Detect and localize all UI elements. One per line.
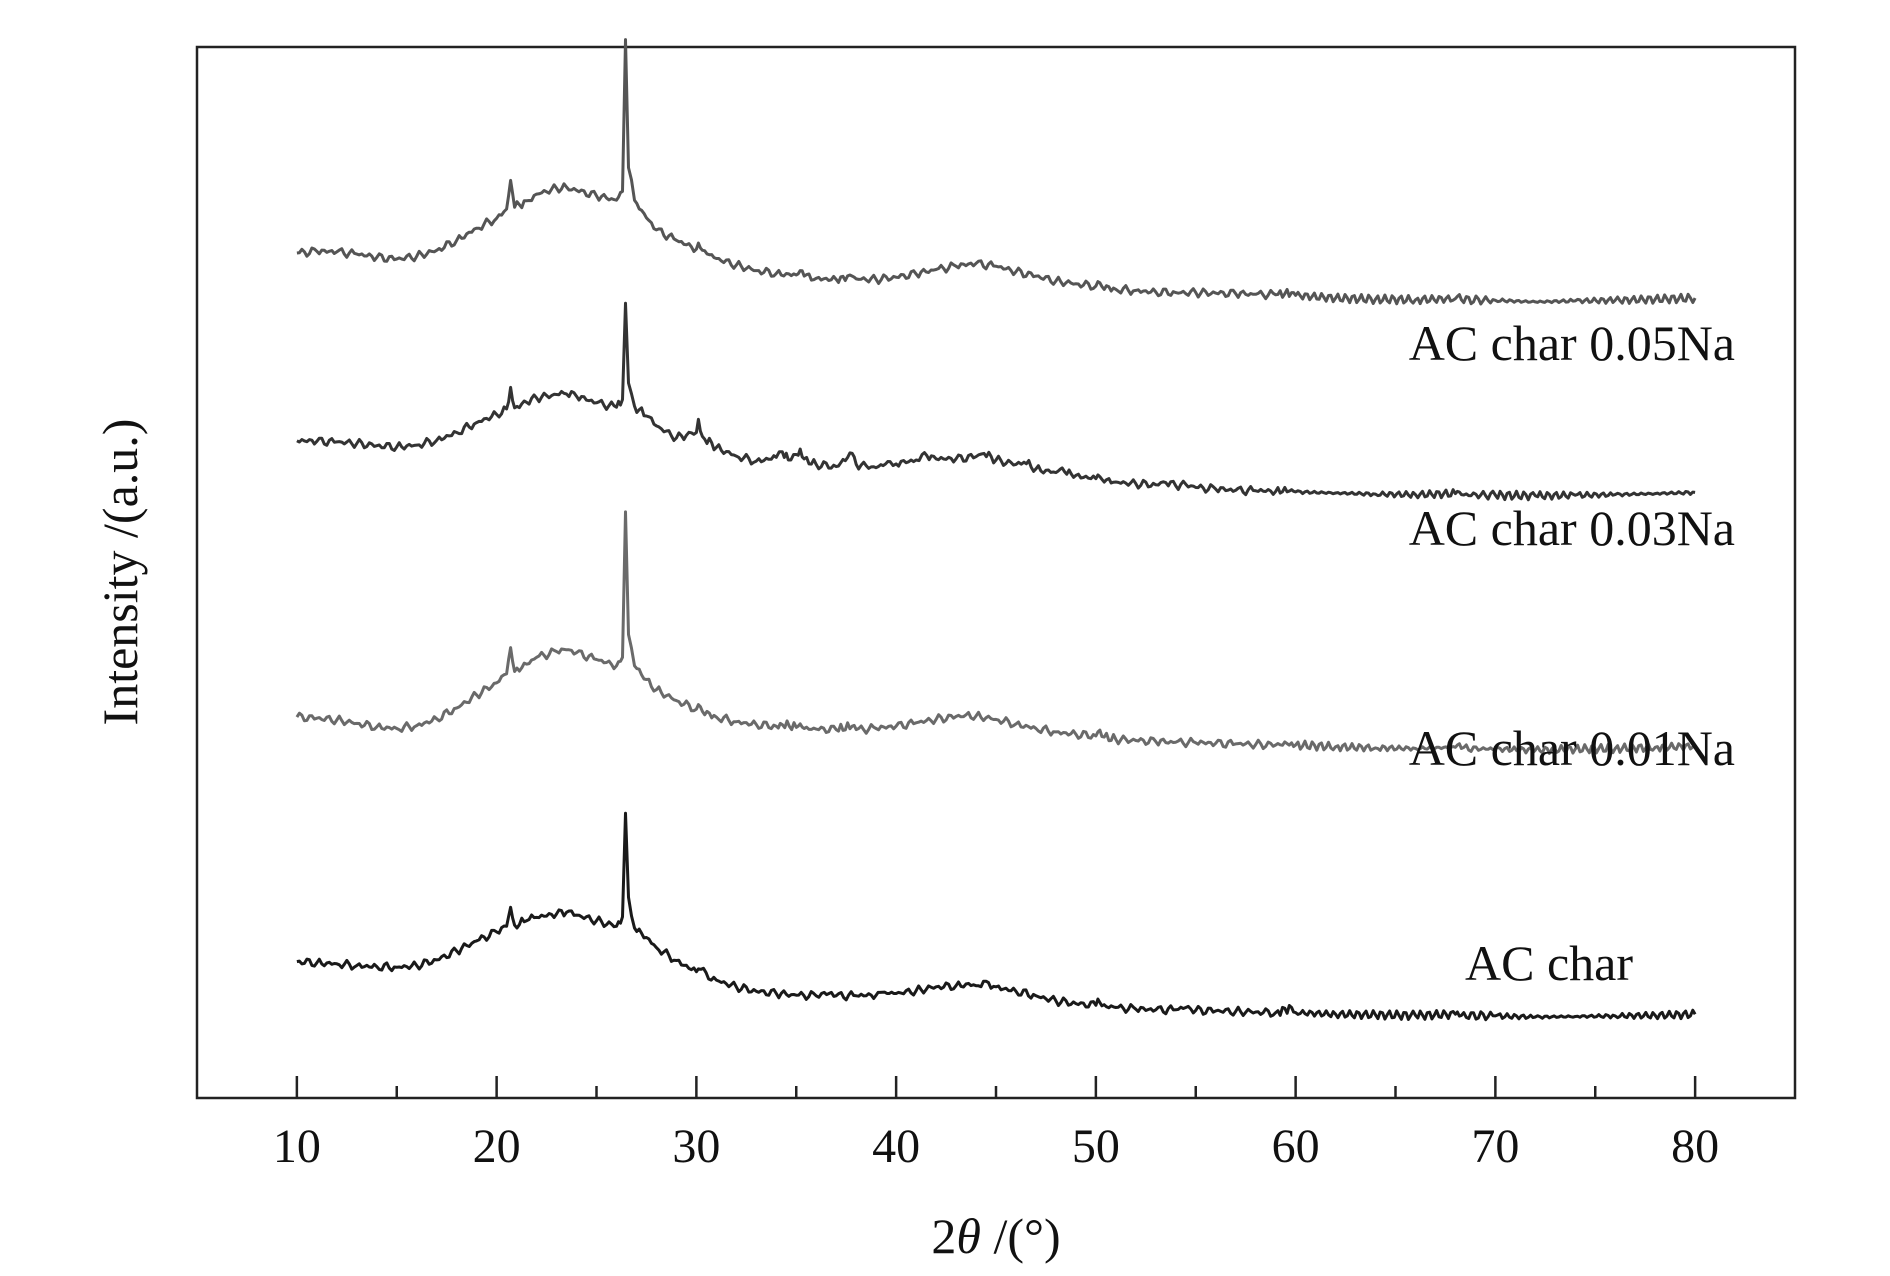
series-line [296, 38, 1697, 306]
series-line [295, 510, 1696, 755]
series-label: AC char 0.01Na [1409, 720, 1735, 776]
x-axis-title-symbol: θ [956, 1208, 981, 1264]
x-tick-label: 30 [672, 1120, 720, 1173]
x-tick-label: 50 [1072, 1120, 1120, 1173]
x-tick-label: 40 [872, 1120, 920, 1173]
y-axis-title: Intensity /(a.u.) [92, 419, 148, 726]
x-axis-title-prefix: 2 [931, 1208, 956, 1264]
x-tick-label: 70 [1471, 1120, 1519, 1173]
x-axis-ticks: 10 20 30 40 50 60 70 80 [273, 1076, 1719, 1173]
series-label: AC char 0.03Na [1409, 500, 1735, 556]
series-layer [295, 38, 1697, 1022]
series-line [296, 811, 1697, 1022]
x-tick-label: 80 [1671, 1120, 1719, 1173]
x-axis-title: 2θ /(°) [931, 1208, 1060, 1264]
series-label: AC char [1465, 935, 1633, 991]
series-label: AC char 0.05Na [1409, 315, 1735, 371]
series-line [296, 301, 1696, 502]
x-tick-label: 20 [473, 1120, 521, 1173]
x-axis-title-suffix: /(°) [981, 1208, 1061, 1264]
series-labels: AC char 0.05Na AC char 0.03Na AC char 0.01… [1409, 315, 1735, 991]
x-tick-label: 10 [273, 1120, 321, 1173]
x-tick-label: 60 [1272, 1120, 1320, 1173]
